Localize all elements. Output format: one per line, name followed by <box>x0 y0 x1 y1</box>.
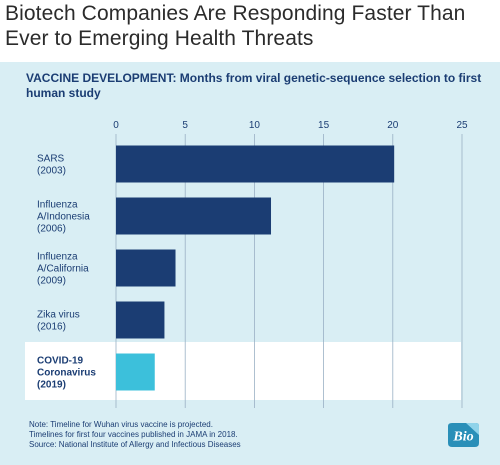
source-line: Source: National Institute of Allergy an… <box>29 440 409 450</box>
x-tick-label: 10 <box>249 120 261 131</box>
x-tick-label: 15 <box>318 120 330 131</box>
bar <box>116 198 271 235</box>
category-label-line: Zika virus <box>37 310 80 321</box>
category-label-line: (2016) <box>37 322 66 333</box>
bio-logo-icon: Bio <box>446 421 480 449</box>
x-tick-label: 20 <box>387 120 399 131</box>
category-label-line: (2006) <box>37 224 66 235</box>
note-line: Timelines for first four vaccines publis… <box>29 430 409 440</box>
x-tick-label: 5 <box>182 120 188 131</box>
bar <box>116 302 164 339</box>
category-label-line: Coronavirus <box>37 368 96 379</box>
category-label-line: SARS <box>37 154 65 165</box>
category-label: Zika virus (2016) <box>37 310 80 333</box>
bar <box>116 250 176 287</box>
category-label: Influenza A/Indonesia (2006) <box>37 200 90 235</box>
note-line: Note: Timeline for Wuhan virus vaccine i… <box>29 420 409 430</box>
category-label-line: A/Indonesia <box>37 212 90 223</box>
category-label-line: Influenza <box>37 200 78 211</box>
category-label-line: (2019) <box>37 380 66 391</box>
category-label: Influenza A/California (2009) <box>37 252 89 287</box>
category-label: SARS (2003) <box>37 154 66 177</box>
category-label-line: (2009) <box>37 276 66 287</box>
x-tick-label: 0 <box>113 120 119 131</box>
bar <box>116 146 394 183</box>
x-tick-label: 25 <box>456 120 468 131</box>
bar <box>116 354 155 391</box>
category-label-line: (2003) <box>37 166 66 177</box>
category-label-line: Influenza <box>37 252 78 263</box>
category-label-line: COVID-19 <box>37 356 84 367</box>
chart-notes: Note: Timeline for Wuhan virus vaccine i… <box>29 420 409 450</box>
logo-text: Bio <box>452 430 473 445</box>
category-label-line: A/California <box>37 264 89 275</box>
